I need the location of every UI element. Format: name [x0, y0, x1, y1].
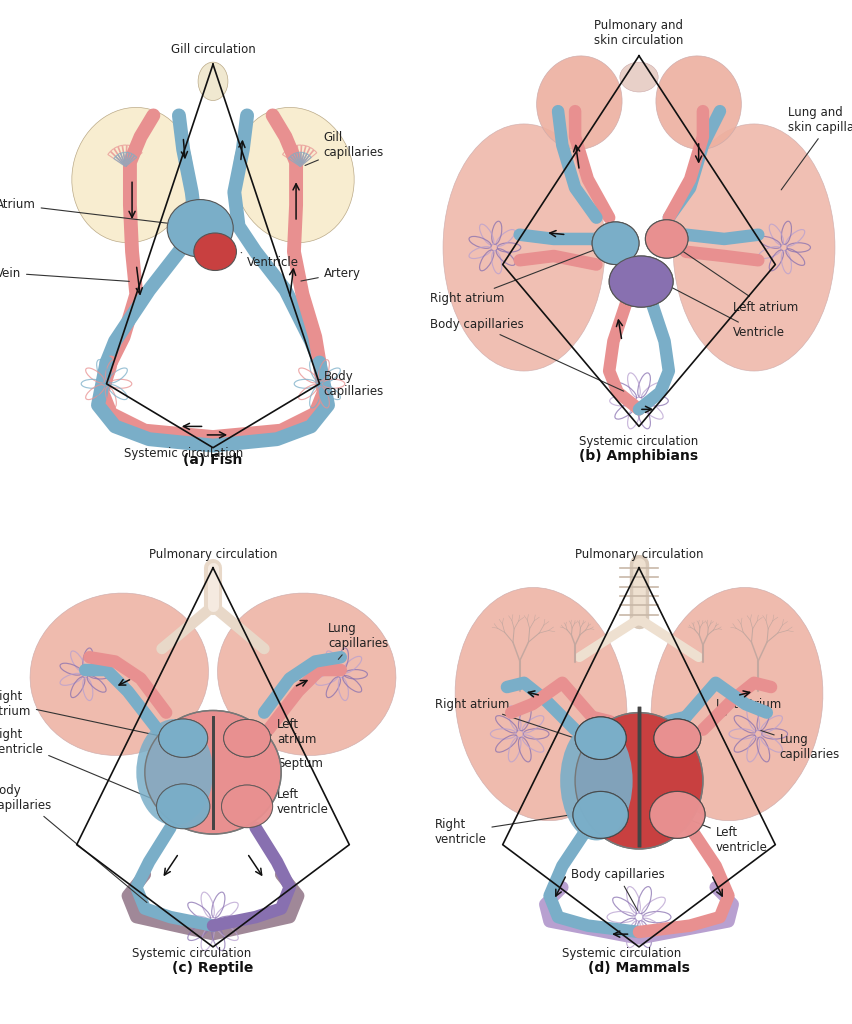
Ellipse shape [217, 593, 396, 756]
Ellipse shape [222, 785, 273, 827]
Ellipse shape [537, 56, 622, 150]
Text: Right
ventricle: Right ventricle [0, 728, 168, 805]
Text: Vein: Vein [0, 266, 130, 282]
Text: Body
capillaries: Body capillaries [320, 370, 384, 397]
Text: (c) Reptile: (c) Reptile [172, 961, 254, 975]
Ellipse shape [654, 719, 700, 758]
Text: Left atrium: Left atrium [667, 241, 798, 313]
Text: (b) Amphibians: (b) Amphibians [579, 449, 699, 463]
Ellipse shape [30, 593, 209, 756]
Text: Systemic circulation: Systemic circulation [562, 947, 682, 959]
Text: Atrium: Atrium [0, 199, 172, 223]
Ellipse shape [167, 200, 233, 257]
Text: Lung
capillaries: Lung capillaries [761, 730, 840, 761]
Ellipse shape [646, 220, 688, 258]
Ellipse shape [575, 713, 703, 849]
Text: Left
ventricle: Left ventricle [680, 816, 768, 854]
Ellipse shape [72, 108, 193, 243]
Ellipse shape [609, 256, 673, 307]
Ellipse shape [157, 784, 210, 828]
Ellipse shape [654, 719, 700, 758]
Ellipse shape [575, 717, 626, 760]
Text: Left
atrium: Left atrium [250, 718, 316, 745]
Ellipse shape [573, 792, 629, 839]
Text: Lung and
skin capillaries: Lung and skin capillaries [781, 105, 852, 189]
Text: Pulmonary circulation: Pulmonary circulation [575, 549, 703, 561]
Ellipse shape [575, 717, 626, 760]
Ellipse shape [455, 588, 627, 820]
Text: Left
ventricle: Left ventricle [250, 788, 329, 816]
Text: Systemic circulation: Systemic circulation [124, 447, 243, 461]
Text: Right
ventricle: Right ventricle [435, 815, 568, 846]
Ellipse shape [443, 124, 605, 371]
Text: Artery: Artery [301, 266, 360, 281]
Ellipse shape [233, 108, 354, 243]
Ellipse shape [157, 784, 210, 828]
Text: Systemic circulation: Systemic circulation [579, 435, 699, 447]
Ellipse shape [651, 588, 823, 820]
Ellipse shape [649, 792, 705, 839]
Text: Right atrium: Right atrium [430, 249, 598, 305]
Ellipse shape [222, 785, 273, 827]
Text: (d) Mammals: (d) Mammals [588, 961, 690, 975]
Text: Body capillaries: Body capillaries [430, 317, 624, 391]
Text: Pulmonary circulation: Pulmonary circulation [149, 549, 277, 561]
Ellipse shape [573, 792, 629, 839]
Ellipse shape [561, 721, 632, 841]
Text: Lung
capillaries: Lung capillaries [328, 622, 389, 659]
Text: Ventricle: Ventricle [241, 253, 299, 269]
Ellipse shape [609, 256, 673, 307]
Text: Gill
capillaries: Gill capillaries [305, 131, 384, 166]
Text: (a) Fish: (a) Fish [183, 453, 243, 467]
Ellipse shape [592, 222, 639, 264]
Text: Ventricle: Ventricle [663, 283, 785, 339]
Ellipse shape [673, 124, 835, 371]
Ellipse shape [158, 719, 208, 758]
Ellipse shape [649, 792, 705, 839]
Ellipse shape [620, 62, 659, 92]
Ellipse shape [198, 62, 228, 100]
Ellipse shape [223, 720, 271, 757]
Ellipse shape [656, 56, 741, 150]
Text: Pulmonary and
skin circulation: Pulmonary and skin circulation [595, 19, 683, 47]
Ellipse shape [223, 720, 271, 757]
Text: Body
capillaries: Body capillaries [0, 783, 147, 902]
Ellipse shape [646, 220, 688, 258]
Text: Systemic circulation: Systemic circulation [132, 947, 251, 959]
Ellipse shape [193, 233, 237, 270]
Text: Gill circulation: Gill circulation [170, 43, 256, 55]
Text: Right atrium: Right atrium [435, 697, 573, 737]
Ellipse shape [145, 711, 281, 834]
Ellipse shape [158, 719, 208, 758]
Text: Body capillaries: Body capillaries [571, 868, 665, 910]
Text: Septum: Septum [216, 757, 323, 772]
Text: Left atrium: Left atrium [680, 697, 781, 737]
Ellipse shape [592, 222, 639, 264]
Text: Right
atrium: Right atrium [0, 690, 168, 737]
Ellipse shape [136, 719, 213, 825]
